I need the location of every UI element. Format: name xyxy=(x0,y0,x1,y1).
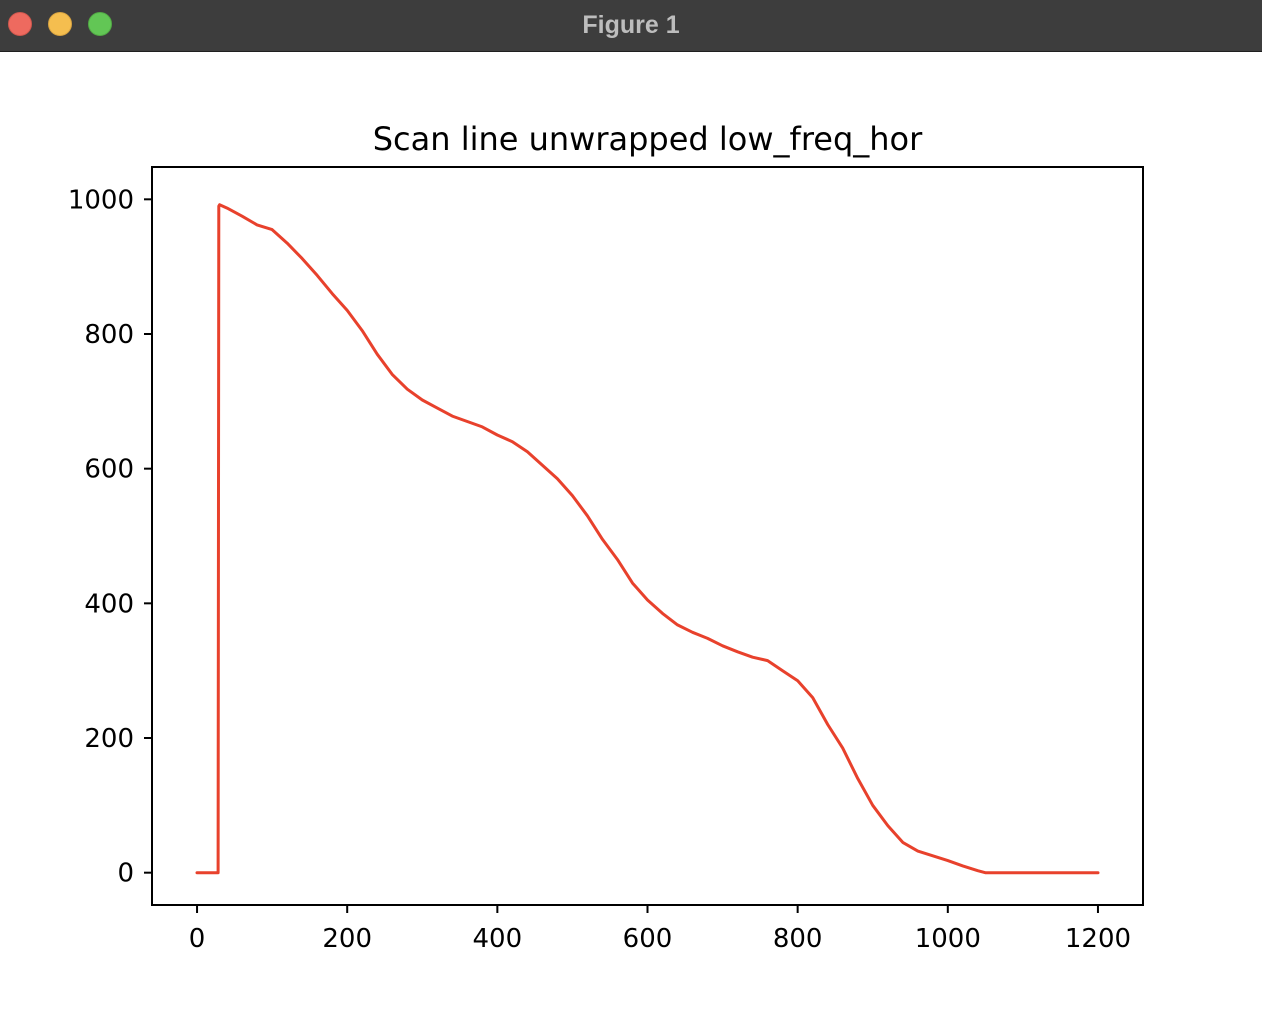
window-title: Figure 1 xyxy=(582,11,680,39)
minimize-window-button[interactable] xyxy=(48,12,72,36)
y-tick-label: 800 xyxy=(84,320,134,350)
y-tick-label: 200 xyxy=(84,724,134,754)
series-line-scan-line xyxy=(195,203,1100,875)
line-chart: Scan line unwrapped low_freq_hor 0 200 400 6… xyxy=(68,120,1144,954)
x-tick-label: 600 xyxy=(623,924,673,954)
close-window-button[interactable] xyxy=(8,12,32,36)
y-tick-label: 1000 xyxy=(68,185,134,215)
window-titlebar: Figure 1 xyxy=(0,0,1262,52)
chart-title: Scan line unwrapped low_freq_hor xyxy=(373,120,923,158)
x-tick-label: 400 xyxy=(473,924,523,954)
x-tick-label: 800 xyxy=(773,924,823,954)
plot-frame xyxy=(151,166,1144,906)
y-tick-label: 400 xyxy=(84,589,134,619)
maximize-window-button[interactable] xyxy=(88,12,112,36)
y-tick-label: 0 xyxy=(117,859,134,889)
x-tick-label: 0 xyxy=(189,924,206,954)
x-tick-label: 1200 xyxy=(1065,924,1131,954)
x-tick-label: 200 xyxy=(322,924,372,954)
y-tick-label: 600 xyxy=(84,455,134,485)
figure-canvas: Scan line unwrapped low_freq_hor 0 200 400 6… xyxy=(0,53,1262,1012)
x-tick-label: 1000 xyxy=(915,924,981,954)
